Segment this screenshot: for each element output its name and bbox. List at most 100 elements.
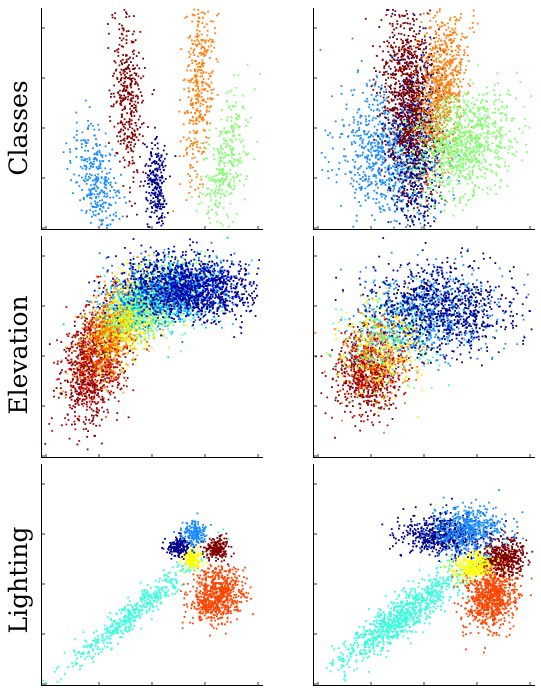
scatter-point	[364, 145, 367, 148]
scatter-point	[115, 69, 117, 72]
scatter-point	[207, 45, 210, 48]
scatter-point	[224, 132, 227, 135]
scatter-point	[405, 170, 408, 173]
scatter-point	[231, 163, 234, 165]
scatter-point	[236, 124, 238, 127]
scatter-point	[94, 156, 96, 159]
scatter-point	[412, 18, 414, 20]
scatter-point	[151, 201, 154, 203]
scatter-point	[398, 174, 401, 176]
scatter-point	[409, 139, 412, 142]
scatter-point	[199, 116, 202, 118]
scatter-point	[441, 66, 444, 68]
scatter-point	[405, 163, 408, 166]
scatter-point	[358, 201, 360, 203]
scatter-point	[139, 126, 142, 129]
scatter-point	[90, 221, 92, 224]
scatter-point	[440, 177, 443, 179]
scatter-point	[130, 111, 133, 114]
scatter-point	[430, 198, 433, 200]
scatter-point	[219, 183, 222, 186]
scatter-point	[402, 92, 405, 95]
scatter-point	[408, 45, 411, 48]
scatter-point	[204, 41, 207, 44]
scatter-point	[403, 69, 405, 72]
scatter-point	[417, 48, 420, 50]
scatter-point	[451, 72, 454, 75]
scatter-point	[116, 151, 118, 154]
scatter-point	[406, 90, 409, 92]
scatter-point	[405, 179, 408, 182]
scatter-point	[145, 198, 148, 201]
scatter-point	[158, 201, 161, 204]
scatter-point	[120, 128, 122, 131]
scatter-point	[394, 106, 397, 109]
scatter-point	[392, 93, 394, 96]
scatter-point	[388, 122, 390, 124]
scatter-point	[134, 122, 137, 124]
scatter-point	[370, 134, 373, 136]
scatter-point	[117, 189, 120, 192]
scatter-point	[421, 125, 423, 127]
scatter-point	[437, 161, 440, 164]
scatter-point	[387, 51, 390, 53]
scatter-point	[402, 58, 405, 61]
scatter-point	[146, 182, 149, 185]
scatter-point	[99, 191, 102, 194]
scatter-point	[406, 104, 409, 107]
scatter-point	[394, 147, 396, 150]
scatter-point	[187, 90, 190, 93]
scatter-point	[370, 85, 373, 88]
scatter-point	[434, 14, 437, 17]
scatter-point	[212, 88, 215, 91]
scatter-point	[415, 91, 418, 94]
scatter-point	[406, 188, 409, 191]
scatter-point	[220, 160, 223, 162]
scatter-point	[209, 38, 211, 41]
scatter-point	[150, 199, 152, 202]
scatter-point	[429, 139, 432, 142]
scatter-point	[439, 99, 442, 102]
scatter-point	[364, 187, 367, 190]
scatter-point	[220, 171, 223, 174]
scatter-point	[393, 187, 395, 190]
scatter-point	[221, 224, 224, 227]
scatter-point	[125, 11, 127, 14]
scatter-point	[90, 165, 93, 168]
scatter-point	[200, 64, 203, 67]
scatter-point	[361, 176, 364, 178]
scatter-point	[384, 82, 387, 85]
scatter-point	[96, 158, 98, 161]
scatter-point	[442, 59, 445, 62]
scatter-point	[427, 103, 430, 106]
scatter-point	[412, 54, 414, 57]
scatter-point	[99, 164, 102, 167]
scatter-point	[200, 201, 203, 204]
scatter-point	[383, 67, 386, 69]
scatter-point	[379, 102, 381, 105]
scatter-point	[395, 166, 398, 168]
scatter-point	[423, 87, 426, 89]
scatter-point	[437, 132, 440, 135]
scatter-point	[126, 135, 129, 138]
scatter-point	[456, 126, 459, 129]
scatter-point	[433, 59, 435, 62]
scatter-point	[438, 97, 441, 100]
scatter-point	[354, 191, 356, 194]
scatter-point	[425, 170, 427, 172]
scatter-point	[414, 185, 416, 187]
scatter-point	[444, 76, 447, 78]
scatter-point	[414, 138, 417, 141]
scatter-point	[211, 179, 214, 182]
scatter-point	[431, 76, 434, 78]
scatter-point	[414, 216, 417, 219]
scatter-point	[382, 136, 385, 139]
scatter-point	[127, 120, 130, 123]
scatter-point	[133, 139, 136, 142]
scatter-point	[401, 58, 404, 61]
scatter-point	[378, 71, 381, 73]
scatter-point	[449, 19, 451, 21]
scatter-point	[431, 170, 434, 173]
scatter-point	[119, 103, 122, 106]
scatter-point	[197, 9, 200, 11]
